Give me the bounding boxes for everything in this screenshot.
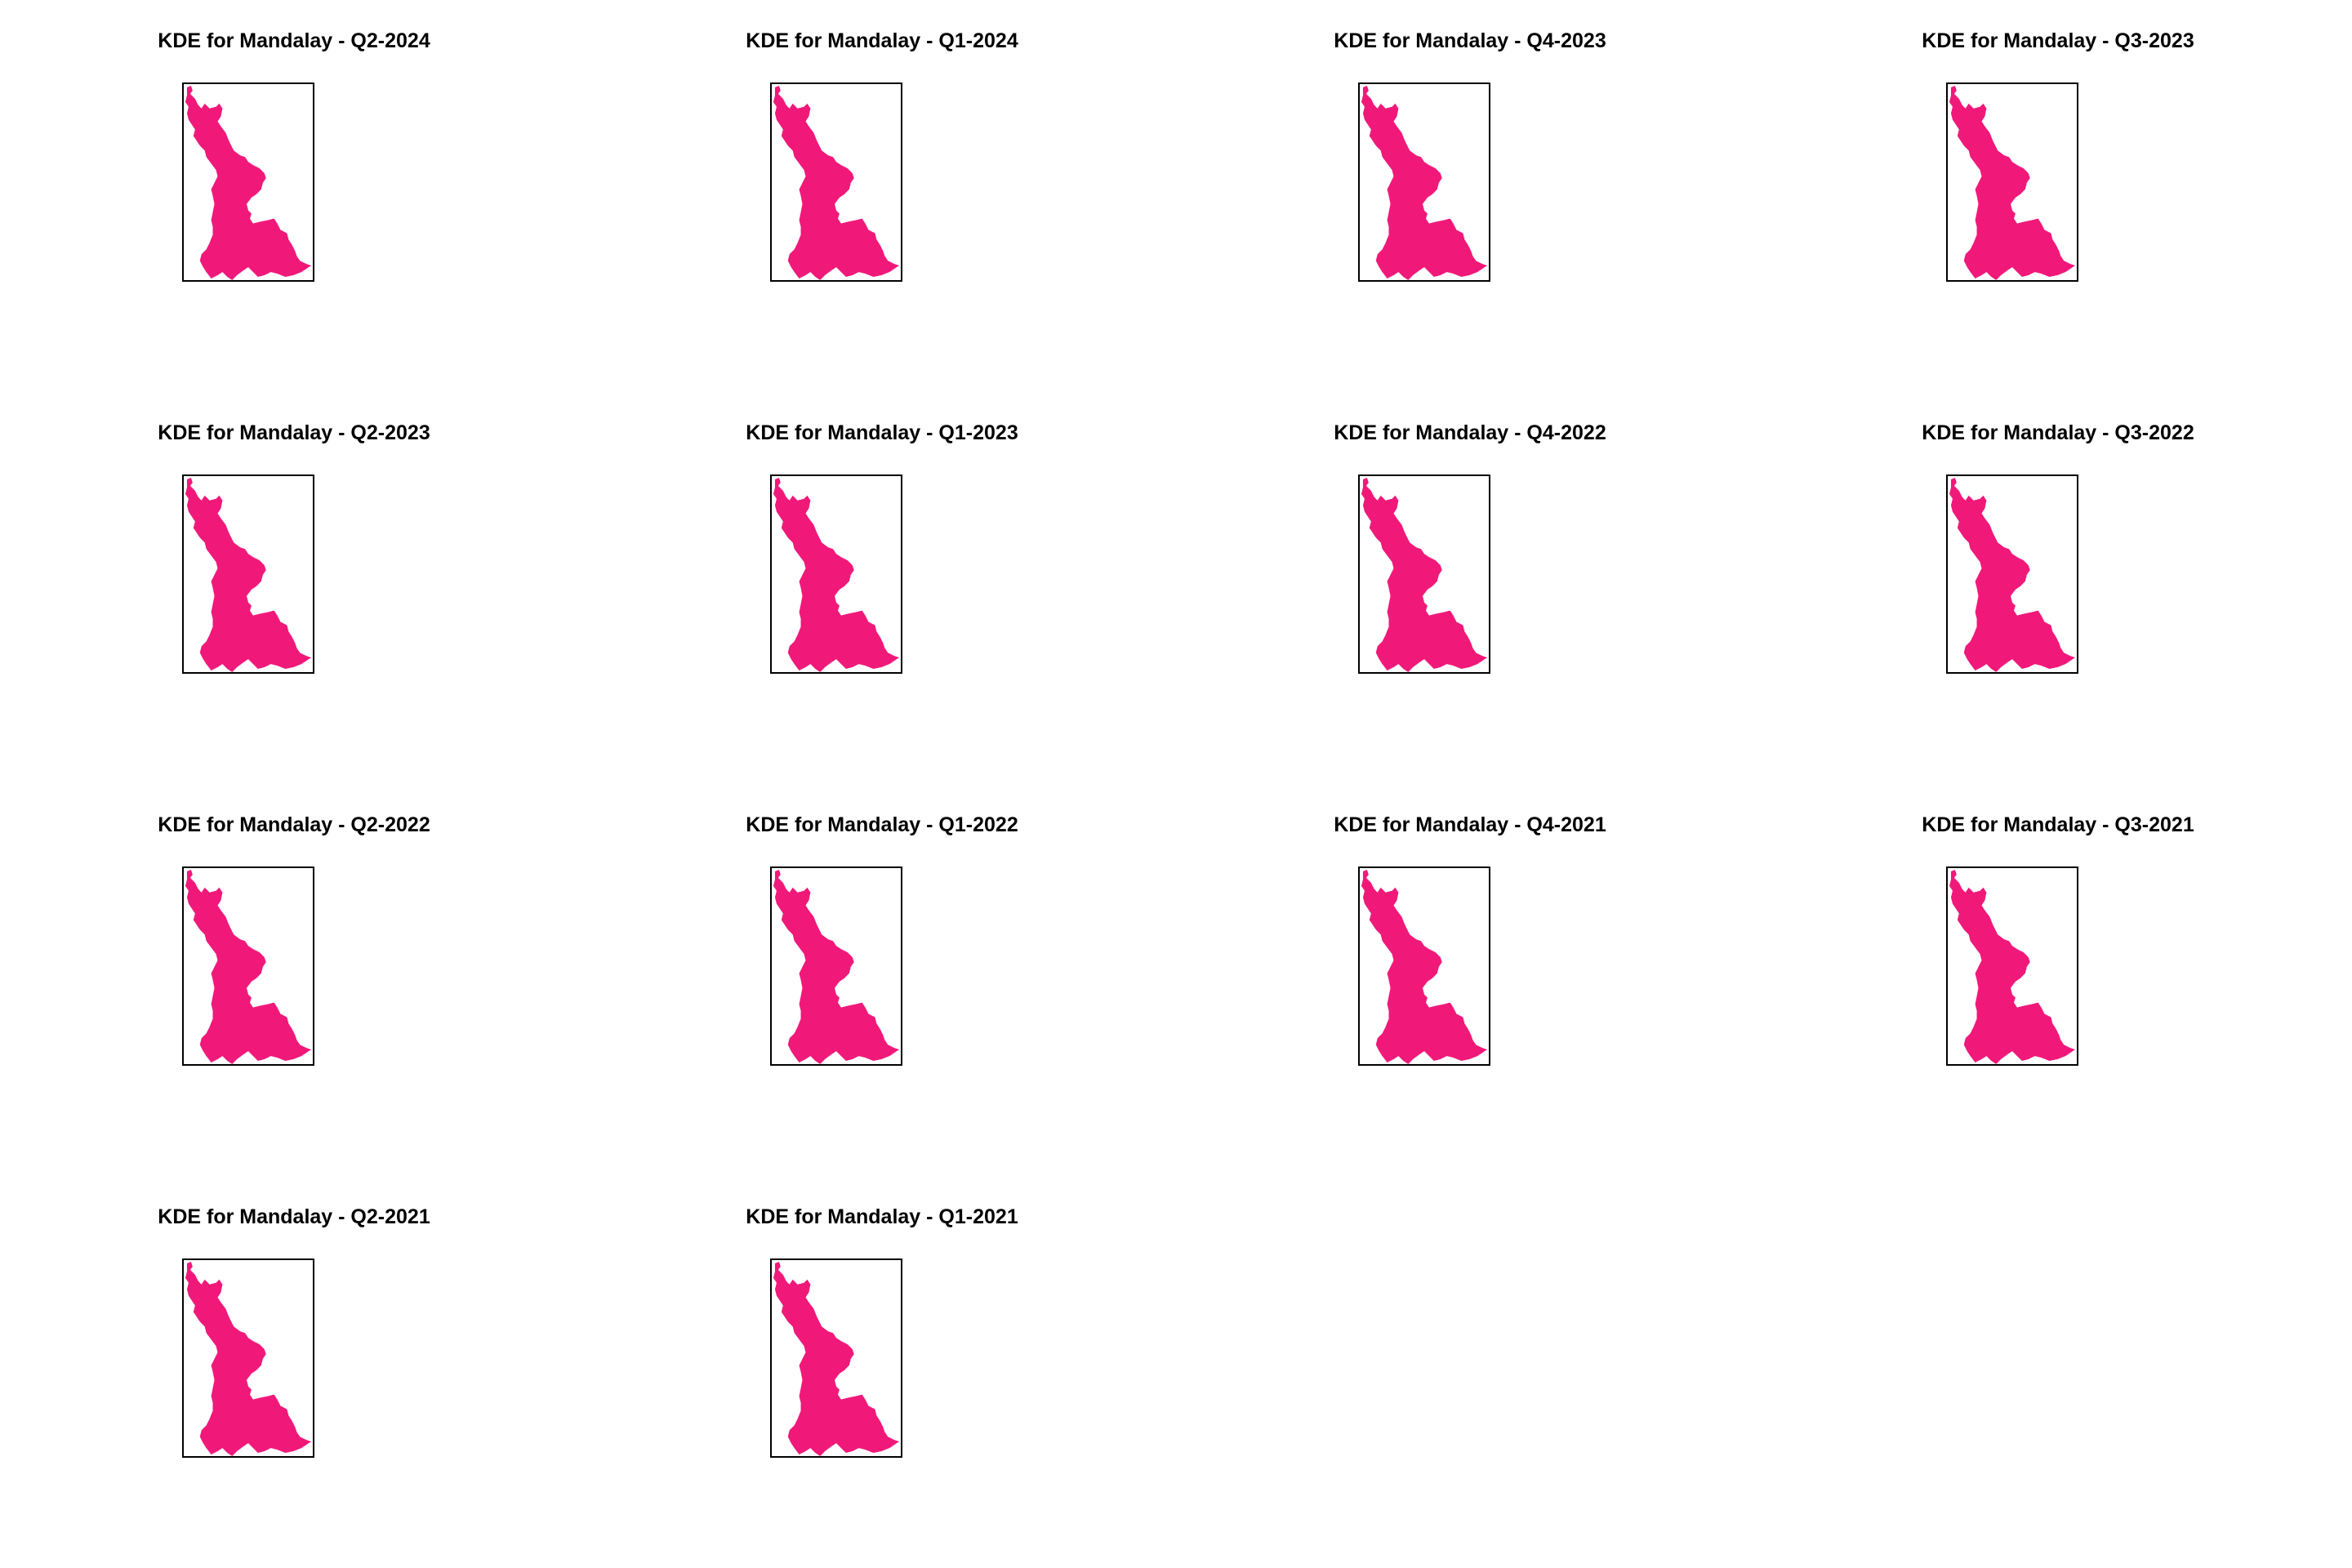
mandalay-region-map bbox=[773, 85, 900, 280]
region-shape bbox=[1361, 477, 1488, 672]
panel-title: KDE for Mandalay - Q4-2021 bbox=[1334, 813, 1606, 836]
mandalay-region-map bbox=[1361, 477, 1488, 672]
region-shape bbox=[1949, 477, 2076, 672]
panel-title: KDE for Mandalay - Q1-2023 bbox=[746, 421, 1018, 444]
region-shape bbox=[1949, 869, 2076, 1064]
map-frame bbox=[182, 866, 314, 1066]
panel-title: KDE for Mandalay - Q2-2023 bbox=[158, 421, 430, 444]
map-frame bbox=[182, 474, 314, 674]
map-panel-14: KDE for Mandalay - Q1-2021 bbox=[588, 1176, 1176, 1568]
panel-title: KDE for Mandalay - Q3-2022 bbox=[1922, 421, 2194, 444]
map-frame bbox=[1358, 866, 1490, 1066]
map-panel-13: KDE for Mandalay - Q2-2021 bbox=[0, 1176, 588, 1568]
region-shape bbox=[1949, 85, 2076, 280]
panel-title: KDE for Mandalay - Q2-2021 bbox=[158, 1205, 430, 1228]
panel-title: KDE for Mandalay - Q3-2023 bbox=[1922, 29, 2194, 52]
region-shape bbox=[773, 85, 900, 280]
map-frame bbox=[770, 82, 902, 282]
region-shape bbox=[185, 477, 312, 672]
map-frame bbox=[1358, 474, 1490, 674]
mandalay-region-map bbox=[773, 869, 900, 1064]
map-frame bbox=[1358, 82, 1490, 282]
map-panel-10: KDE for Mandalay - Q1-2022 bbox=[588, 784, 1176, 1176]
map-panel-4: KDE for Mandalay - Q3-2023 bbox=[1764, 0, 2352, 392]
panel-title: KDE for Mandalay - Q1-2024 bbox=[746, 29, 1018, 52]
map-panel-3: KDE for Mandalay - Q4-2023 bbox=[1176, 0, 1764, 392]
mandalay-region-map bbox=[185, 85, 312, 280]
mandalay-region-map bbox=[1949, 85, 2076, 280]
map-panel-7: KDE for Mandalay - Q4-2022 bbox=[1176, 392, 1764, 784]
region-shape bbox=[773, 1261, 900, 1456]
mandalay-region-map bbox=[1949, 477, 2076, 672]
panel-title: KDE for Mandalay - Q3-2021 bbox=[1922, 813, 2194, 836]
map-panel-6: KDE for Mandalay - Q1-2023 bbox=[588, 392, 1176, 784]
region-shape bbox=[185, 1261, 312, 1456]
mandalay-region-map bbox=[773, 1261, 900, 1456]
region-shape bbox=[773, 477, 900, 672]
panel-title: KDE for Mandalay - Q1-2021 bbox=[746, 1205, 1018, 1228]
map-frame bbox=[1946, 82, 2078, 282]
map-frame bbox=[182, 82, 314, 282]
mandalay-region-map bbox=[185, 869, 312, 1064]
panel-title: KDE for Mandalay - Q4-2023 bbox=[1334, 29, 1606, 52]
map-frame bbox=[1946, 866, 2078, 1066]
mandalay-region-map bbox=[773, 477, 900, 672]
map-panel-8: KDE for Mandalay - Q3-2022 bbox=[1764, 392, 2352, 784]
mandalay-region-map bbox=[1361, 85, 1488, 280]
panel-title: KDE for Mandalay - Q2-2022 bbox=[158, 813, 430, 836]
map-panel-12: KDE for Mandalay - Q3-2021 bbox=[1764, 784, 2352, 1176]
mandalay-region-map bbox=[1361, 869, 1488, 1064]
region-shape bbox=[185, 869, 312, 1064]
map-frame bbox=[1946, 474, 2078, 674]
panel-title: KDE for Mandalay - Q2-2024 bbox=[158, 29, 430, 52]
region-shape bbox=[1361, 869, 1488, 1064]
map-frame bbox=[770, 1258, 902, 1458]
map-panel-11: KDE for Mandalay - Q4-2021 bbox=[1176, 784, 1764, 1176]
map-panel-2: KDE for Mandalay - Q1-2024 bbox=[588, 0, 1176, 392]
panel-title: KDE for Mandalay - Q1-2022 bbox=[746, 813, 1018, 836]
panel-title: KDE for Mandalay - Q4-2022 bbox=[1334, 421, 1606, 444]
mandalay-region-map bbox=[185, 477, 312, 672]
region-shape bbox=[1361, 85, 1488, 280]
region-shape bbox=[185, 85, 312, 280]
map-frame bbox=[770, 866, 902, 1066]
map-frame bbox=[770, 474, 902, 674]
map-panel-1: KDE for Mandalay - Q2-2024 bbox=[0, 0, 588, 392]
map-panel-5: KDE for Mandalay - Q2-2023 bbox=[0, 392, 588, 784]
map-frame bbox=[182, 1258, 314, 1458]
mandalay-region-map bbox=[185, 1261, 312, 1456]
region-shape bbox=[773, 869, 900, 1064]
mandalay-region-map bbox=[1949, 869, 2076, 1064]
map-panel-9: KDE for Mandalay - Q2-2022 bbox=[0, 784, 588, 1176]
